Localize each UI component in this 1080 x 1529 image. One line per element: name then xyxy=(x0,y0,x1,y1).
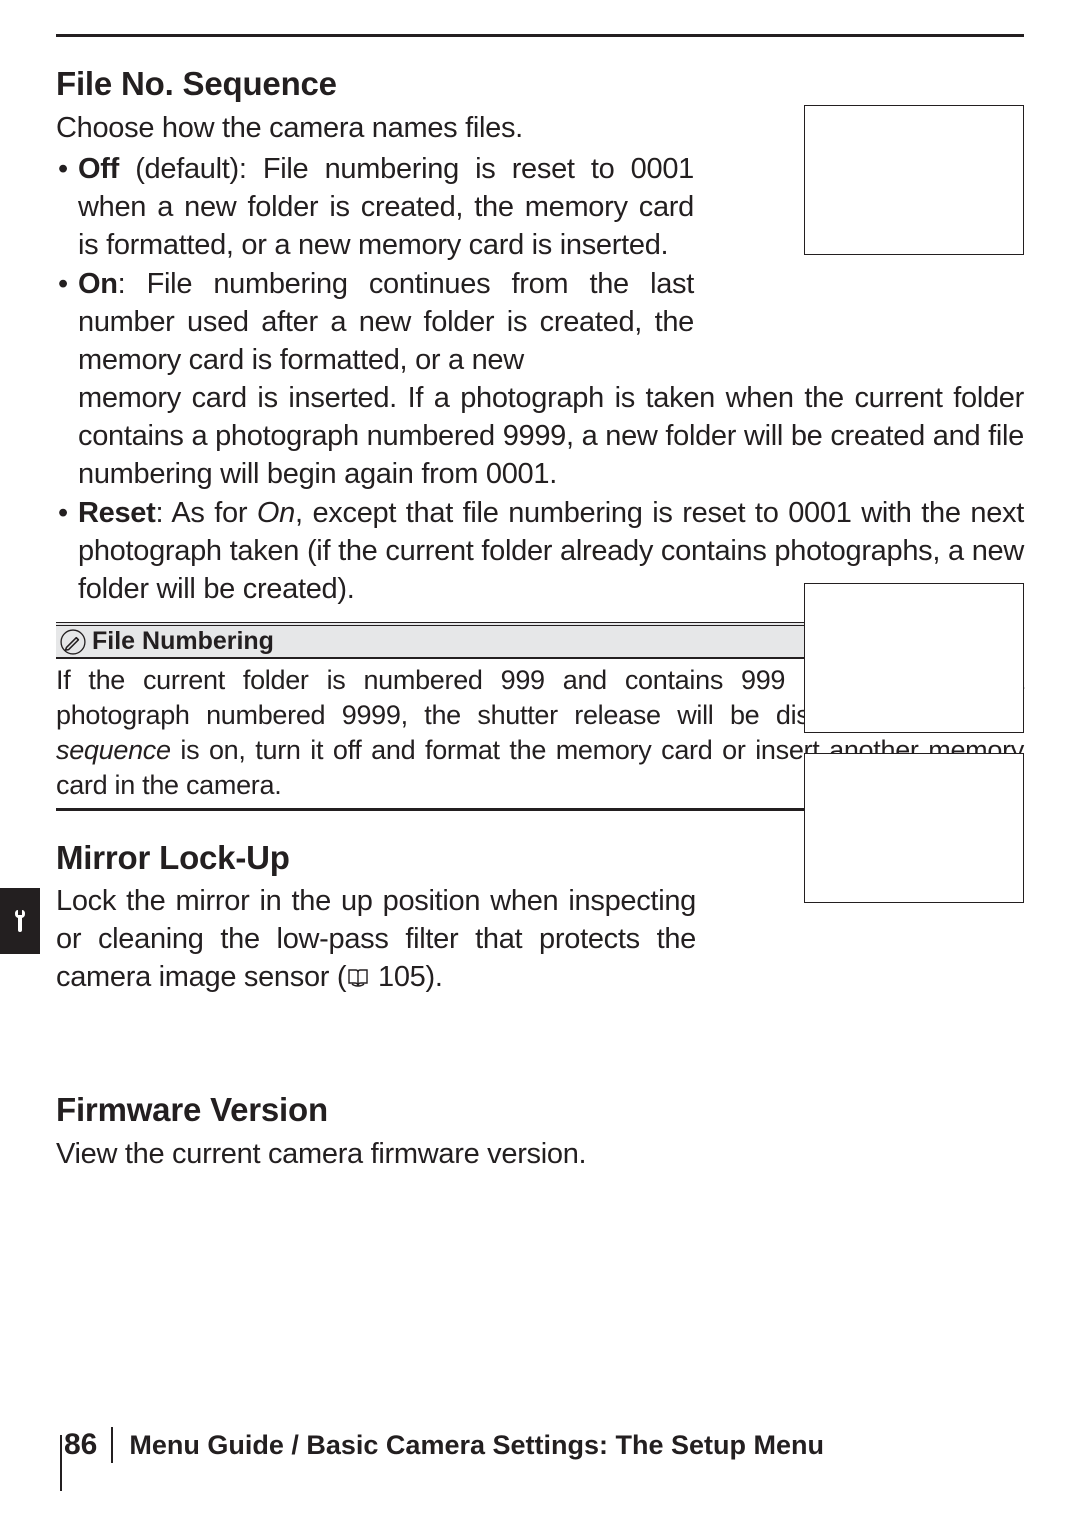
figure-placeholder-3 xyxy=(804,753,1024,903)
option-on: On: File numbering continues from the la… xyxy=(56,266,1024,494)
footer-title: Menu Guide / Basic Camera Settings: The … xyxy=(129,1430,824,1461)
option-reset-before: : As for xyxy=(156,497,257,529)
option-reset-label: Reset xyxy=(78,497,156,529)
footer-divider xyxy=(111,1427,113,1463)
option-reset-italic: On xyxy=(257,497,295,529)
page-number: 86 xyxy=(64,1428,97,1462)
figure-placeholder-1 xyxy=(804,105,1024,255)
page-ref-icon xyxy=(346,967,370,989)
option-on-wide: memory card is inserted. If a photograph… xyxy=(78,382,1024,490)
mirror-body: Lock the mirror in the up position when … xyxy=(56,883,696,997)
footer-tick xyxy=(60,1435,62,1491)
mirror-body-ref: 105). xyxy=(370,961,442,993)
setup-tool-icon xyxy=(9,908,31,934)
section-title: Firmware Version xyxy=(56,1091,1024,1129)
firmware-body: View the current camera firmware version… xyxy=(56,1135,1024,1173)
note-title: File Numbering xyxy=(92,627,274,656)
side-tab xyxy=(0,888,40,954)
figure-placeholder-2 xyxy=(804,583,1024,733)
pencil-icon xyxy=(60,629,86,655)
option-on-narrow: : File numbering continues from the last… xyxy=(78,268,694,376)
option-on-label: On xyxy=(78,268,118,300)
section-title: File No. Sequence xyxy=(56,65,1024,103)
option-off-label: Off xyxy=(78,153,119,185)
option-off-text: (default): File numbering is reset to 00… xyxy=(78,153,694,261)
page-footer: 86 Menu Guide / Basic Camera Settings: T… xyxy=(64,1417,824,1473)
top-rule xyxy=(56,34,1024,37)
page: File No. Sequence Choose how the camera … xyxy=(0,0,1080,1529)
section-firmware-version: Firmware Version View the current camera… xyxy=(56,1091,1024,1173)
